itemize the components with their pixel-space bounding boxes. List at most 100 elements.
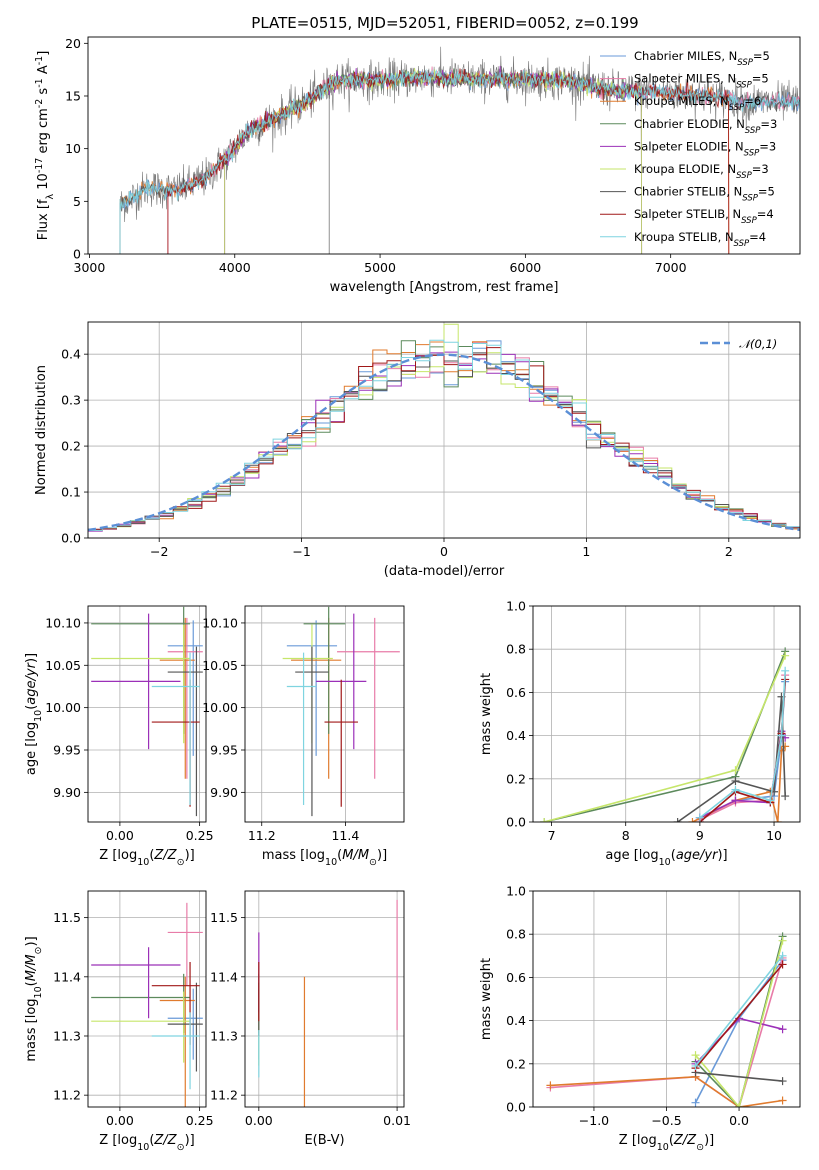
y-tick-label: 1.0 (506, 884, 526, 899)
histogram-steps (88, 323, 800, 534)
errorbar-point (167, 646, 203, 817)
legend-entry: Salpeter STELIB, NSSP=4 (634, 207, 774, 226)
y-axis-label: mass weight (479, 673, 494, 755)
y-axis-label: mass weight (479, 958, 494, 1040)
x-axis-label: Z [log10(Z/Z⊙)] (99, 1133, 194, 1153)
x-axis-label: wavelength [Angstrom, rest frame] (330, 280, 559, 295)
residual-histogram (88, 339, 800, 533)
axes-frame (87, 890, 207, 1108)
mass-vs-metallicity-panel: 0.00 0.25 11.2 11.3 11.4 11.5 Z [log10(Z/Z⊙)] m… (24, 890, 214, 1153)
x-tick-label: 10 (766, 828, 782, 843)
errorbar-point (91, 624, 191, 744)
errorbar-point (151, 652, 200, 806)
massweight-vs-metallicity-panel: −1.0 −0.5 0.0 0.0 0.2 0.4 0.6 0.8 1.0 Z [log10(Z/… (479, 884, 801, 1153)
x-tick-label: 6000 (509, 260, 541, 275)
x-tick-label: 7000 (655, 260, 687, 275)
y-tick-label: 11.3 (210, 1028, 238, 1043)
spectrum-legend: Chabrier MILES, NSSP=5 Salpeter MILES, NS… (600, 49, 777, 249)
y-tick-label: 10.00 (45, 700, 81, 715)
mass-weight-marker (735, 1103, 744, 1107)
errorbar-point (286, 652, 317, 806)
mass-weight-marker (778, 1025, 787, 1034)
legend-entry: Kroupa MILES, NSSP=6 (634, 94, 761, 113)
x-tick-label: 0.00 (106, 828, 134, 843)
errorbar-point (303, 606, 346, 734)
y-tick-label: 0.0 (61, 531, 81, 546)
mass-weight-marker (731, 766, 740, 775)
x-axis-label: mass [log10(M/M⊙)] (262, 848, 387, 868)
y-tick-label: 10.10 (45, 615, 81, 630)
mass-weight-marker (778, 1077, 787, 1086)
age-vs-metallicity-panel: 0.00 0.25 9.90 9.95 10.00 10.05 10.10 Z [log10(… (24, 605, 214, 868)
x-axis-label: Z [log10(Z/Z⊙)] (619, 1133, 714, 1153)
y-tick-label: 0.6 (506, 970, 526, 985)
axes-frame (244, 605, 405, 823)
mass-weight-marker (781, 666, 790, 675)
y-tick-label: 0.0 (506, 1100, 526, 1115)
errorbar-point (151, 679, 200, 807)
mass-weight-marker (781, 792, 790, 801)
x-tick-label: 9 (696, 828, 704, 843)
y-tick-label: 15 (65, 88, 81, 103)
y-tick-label: 10 (65, 141, 81, 156)
axes-frame (532, 605, 801, 823)
errorbar-point (91, 947, 181, 1019)
errorbars (258, 899, 398, 1107)
y-axis-label: mass [log10(M/M⊙)] (24, 936, 44, 1061)
y-tick-label: 0.8 (506, 927, 526, 942)
y-tick-label: 0 (73, 247, 81, 262)
y-tick-label: 10.10 (202, 615, 238, 630)
errorbars (282, 606, 400, 817)
x-tick-label: 7 (548, 828, 556, 843)
errorbar-point (324, 679, 358, 807)
x-tick-label: 4000 (219, 260, 251, 275)
y-tick-label: 10.00 (202, 700, 238, 715)
x-tick-label: −1.0 (579, 1113, 609, 1128)
x-axis-label: E(B-V) (304, 1133, 344, 1148)
x-tick-label: 0.0 (729, 1113, 749, 1128)
mass-weight-marker (731, 796, 740, 805)
mass-weight-marker (778, 1096, 787, 1105)
y-tick-label: 9.95 (210, 743, 238, 758)
legend-entry: Salpeter MILES, NSSP=5 (634, 72, 769, 91)
model-spectrum (167, 68, 730, 254)
errorbar-point (151, 962, 200, 1045)
x-axis-label: (data-model)/error (384, 564, 505, 579)
axes-frame (87, 321, 801, 539)
errorbar-point (159, 976, 195, 1107)
y-tick-label: 11.4 (210, 969, 238, 984)
mass-weight-marker (778, 951, 787, 960)
y-tick-label: 11.2 (53, 1088, 81, 1103)
y-axis-label: Normed distribution (34, 365, 49, 495)
mass-weight-marker (691, 1061, 700, 1070)
x-tick-label: −0.5 (651, 1113, 681, 1128)
y-tick-label: 0.2 (506, 1056, 526, 1071)
x-tick-label: 0 (440, 544, 448, 559)
y-tick-label: 0.3 (61, 393, 81, 408)
mass-weight-marker (781, 651, 790, 660)
y-tick-label: 9.90 (210, 785, 238, 800)
errorbar-point (167, 982, 203, 1072)
mass-weight-marker (766, 796, 775, 805)
y-tick-label: 0.2 (506, 771, 526, 786)
y-tick-label: 5 (73, 194, 81, 209)
x-tick-label: 0.00 (245, 1113, 273, 1128)
mass-vs-ebv-panel: 0.00 0.01 11.2 11.3 11.4 11.5 E(B-V) (210, 890, 411, 1148)
x-tick-label: 1 (582, 544, 590, 559)
y-tick-label: 0.2 (61, 439, 81, 454)
y-tick-label: 0.4 (506, 728, 526, 743)
y-tick-label: 0.6 (506, 685, 526, 700)
legend-entry: Chabrier STELIB, NSSP=5 (634, 185, 775, 204)
errorbars (91, 606, 203, 817)
mass-weight-marker (773, 818, 782, 822)
y-tick-label: 11.3 (53, 1028, 81, 1043)
age-vs-mass-panel: 11.2 11.4 9.90 9.95 10.00 10.05 10.10 mass [log… (202, 605, 405, 868)
model-spectrum (119, 68, 800, 254)
y-tick-label: 0.0 (506, 815, 526, 830)
x-tick-label: −1 (292, 544, 310, 559)
mass-weight-marker (691, 1051, 700, 1060)
y-tick-label: 11.4 (53, 969, 81, 984)
normal-reference-curve (88, 353, 800, 532)
x-tick-label: 3000 (74, 260, 106, 275)
mass-weight-lines (540, 647, 790, 822)
